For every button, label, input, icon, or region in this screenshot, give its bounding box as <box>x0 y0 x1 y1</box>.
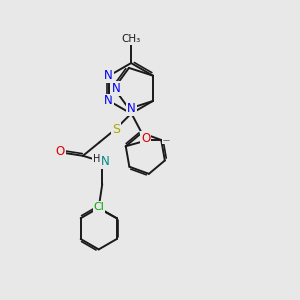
Text: CH₃: CH₃ <box>122 34 141 44</box>
Text: Cl: Cl <box>93 202 104 212</box>
Text: N: N <box>101 155 110 168</box>
Text: O: O <box>141 132 150 145</box>
Text: N: N <box>104 94 113 107</box>
Text: N: N <box>104 69 113 82</box>
Text: —: — <box>163 137 170 143</box>
Text: N: N <box>112 82 121 95</box>
Text: S: S <box>112 122 120 136</box>
Text: N: N <box>127 102 136 115</box>
Text: O: O <box>56 145 65 158</box>
Text: H: H <box>93 154 100 164</box>
